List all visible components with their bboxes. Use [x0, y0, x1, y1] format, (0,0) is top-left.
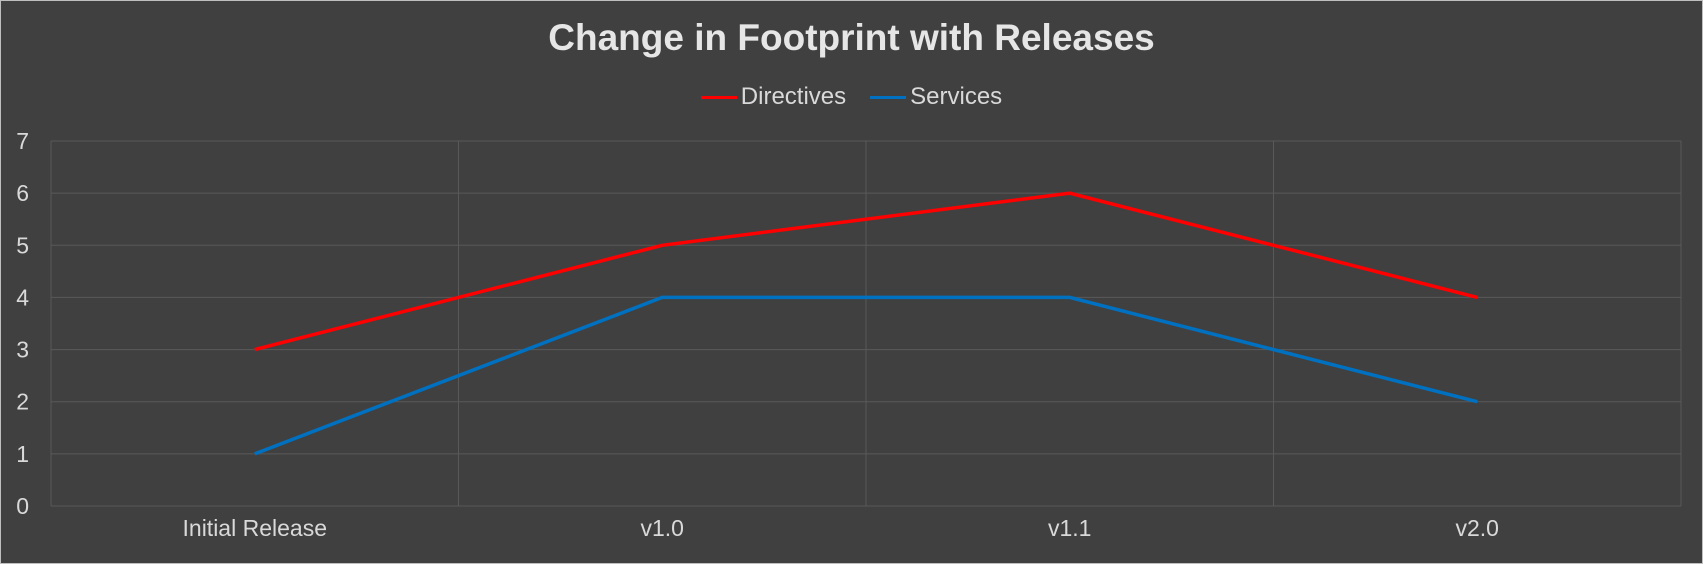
x-tick-label-3: v2.0: [1456, 515, 1499, 541]
chart-title: Change in Footprint with Releases: [548, 17, 1155, 58]
legend-label-directives: Directives: [740, 83, 847, 110]
legend-label-services: Services: [910, 83, 1003, 110]
legend-swatch-directives: [700, 95, 737, 99]
y-tick-label-3: 3: [16, 337, 29, 363]
series-line-directives: [254, 191, 1478, 352]
x-tick-label-0: Initial Release: [183, 515, 327, 541]
legend-swatch-services: [870, 95, 907, 99]
x-tick-label-2: v1.1: [1048, 515, 1091, 541]
series-line-services: [254, 295, 1478, 456]
x-tick-label-1: v1.0: [641, 515, 684, 541]
y-tick-label-7: 7: [16, 128, 29, 154]
legend-item-directives: Directives: [700, 83, 847, 111]
y-tick-label-1: 1: [16, 441, 29, 467]
legend-item-services: Services: [870, 83, 1002, 111]
y-tick-label-2: 2: [16, 389, 29, 415]
y-tick-label-0: 0: [16, 493, 29, 519]
legend: Directives Services: [1, 83, 1702, 111]
y-tick-label-6: 6: [16, 180, 29, 206]
y-tick-label-4: 4: [16, 284, 29, 310]
y-tick-label-5: 5: [16, 232, 29, 258]
